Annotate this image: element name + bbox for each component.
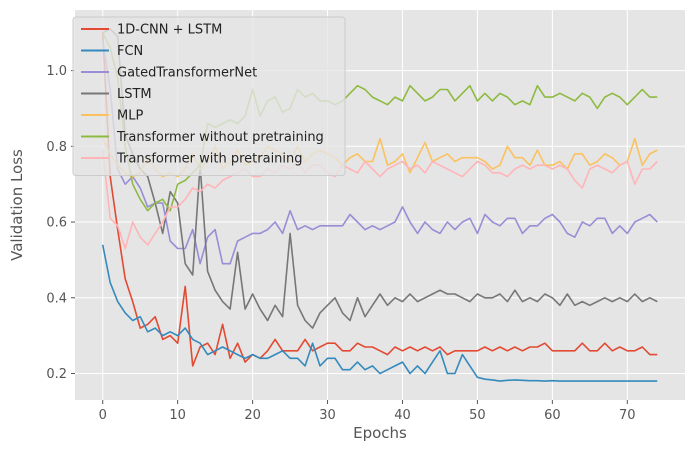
x-tick-label: 70 xyxy=(619,408,636,423)
x-tick-label: 60 xyxy=(544,408,561,423)
x-tick-label: 50 xyxy=(469,408,486,423)
series-line-1d-cnn-lstm xyxy=(101,32,658,367)
legend-entry: GatedTransformerNet xyxy=(117,66,257,81)
x-axis-label: Epochs xyxy=(353,424,407,442)
legend-entry: Transformer with pretraining xyxy=(116,152,303,167)
y-axis-ticks: 0.2 0.4 0.6 0.8 1.0 xyxy=(46,64,75,382)
legend: 1D-CNN + LSTM FCN GatedTransformerNet LSTM M… xyxy=(72,16,346,176)
legend-entry: Transformer without pretraining xyxy=(116,130,324,145)
series-line-lstm xyxy=(102,28,658,329)
x-tick-label: 30 xyxy=(319,408,336,423)
y-axis-label: Validation Loss xyxy=(8,149,26,261)
x-tick-label: 40 xyxy=(394,408,411,423)
legend-entry: MLP xyxy=(117,109,143,124)
y-tick-label: 0.2 xyxy=(46,367,67,382)
y-tick-label: 0.4 xyxy=(46,291,67,306)
series-line-fcn xyxy=(101,244,658,382)
y-tick-label: 0.8 xyxy=(46,140,67,155)
x-axis-ticks: 0 10 20 30 40 50 60 70 xyxy=(99,400,636,423)
x-tick-label: 10 xyxy=(169,408,186,423)
legend-entry: 1D-CNN + LSTM xyxy=(117,23,222,38)
x-tick-label: 0 xyxy=(99,408,107,423)
series-line-transformer-with-pretraining xyxy=(101,150,658,250)
y-tick-label: 1.0 xyxy=(46,64,67,79)
y-tick-label: 0.6 xyxy=(46,216,67,231)
legend-entry: LSTM xyxy=(117,87,152,102)
legend-entry: FCN xyxy=(117,44,143,59)
x-tick-label: 20 xyxy=(244,408,261,423)
legend-box xyxy=(72,16,346,176)
